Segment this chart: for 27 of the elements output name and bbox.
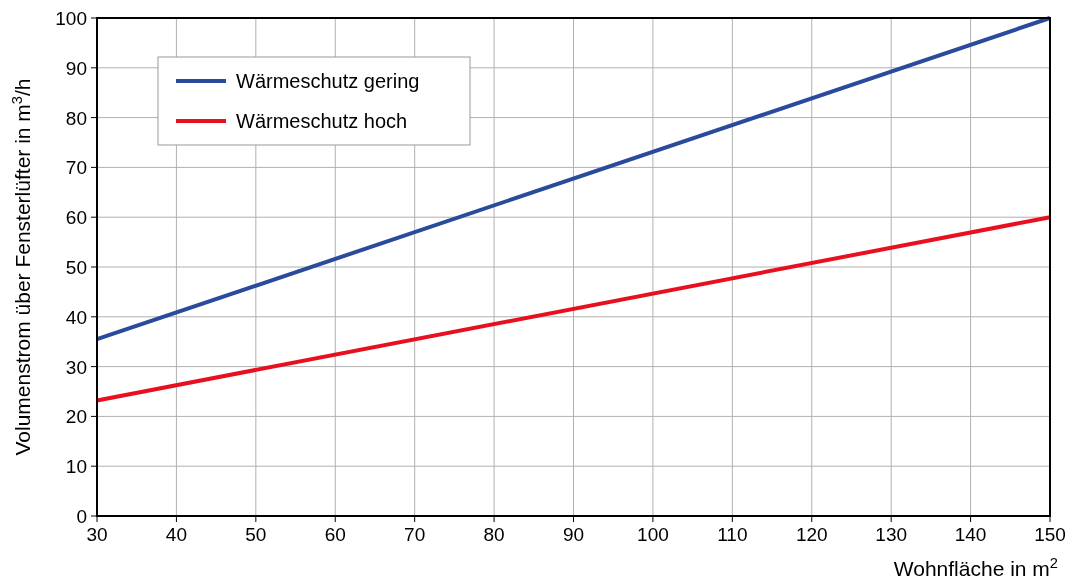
y-tick-label: 80 [65,107,87,129]
x-tick-label: 40 [165,524,187,545]
x-tick-label: 150 [1034,524,1066,545]
x-tick-label: 80 [483,524,505,545]
x-tick-label: 30 [86,524,108,545]
x-tick-label: 120 [795,524,828,545]
x-tick-label: 100 [637,524,669,545]
y-tick-label: 10 [65,456,87,478]
x-tick-label: 140 [954,524,987,545]
x-axis-title: Wohnfläche in m$^{2}$ [893,555,1058,580]
y-tick-label: 60 [65,207,87,229]
y-tick-label: 0 [76,506,87,527]
x-tick-label: 70 [404,524,426,545]
y-tick-label: 40 [65,306,87,328]
x-tick-label: 50 [245,524,267,545]
legend-label: Wärmeschutz gering [236,70,420,92]
y-tick-label: 100 [55,8,87,29]
legend-label: Wärmeschutz hoch [236,110,408,132]
x-tick-label: 130 [875,524,908,545]
y-tick-label: 90 [65,57,87,79]
y-tick-label: 30 [65,356,87,378]
y-tick-label: 50 [65,257,87,278]
y-tick-label: 20 [65,406,87,428]
x-tick-label: 110 [717,524,748,545]
x-tick-label: 60 [324,524,346,545]
y-tick-label: 70 [65,157,87,179]
x-tick-label: 90 [562,524,585,545]
